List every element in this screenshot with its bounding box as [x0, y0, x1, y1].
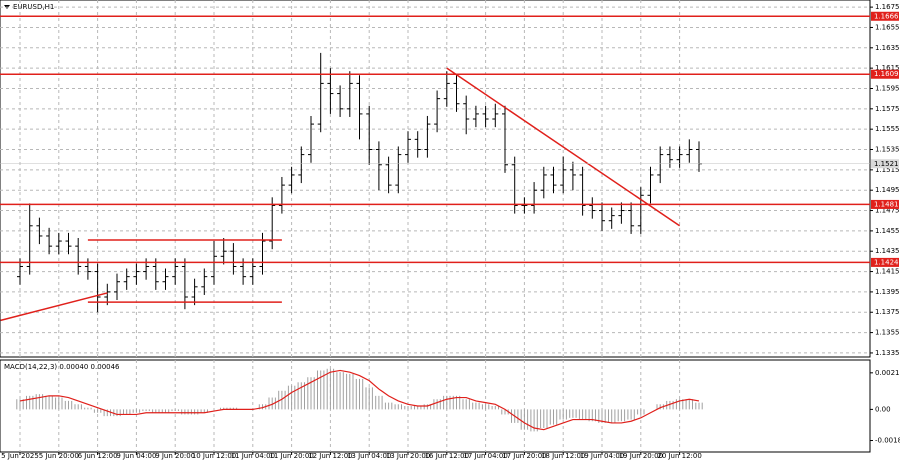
trend-line — [0, 292, 108, 322]
y-tick-label: 1.1415 — [875, 268, 900, 276]
level-label: 1.1424 — [874, 258, 899, 266]
level-tag — [871, 11, 899, 21]
y-tick-label: 1.1435 — [875, 247, 900, 255]
chart-title: EURUSD,H1 — [13, 3, 54, 11]
y-tick-label: 0.00216 — [875, 369, 900, 377]
level-label: 1.1609 — [874, 70, 899, 78]
x-tick-label: 19 Jun 04:00 — [580, 452, 624, 460]
x-tick-label: 5 Jun 2025 — [1, 452, 39, 460]
y-tick-label: 1.1575 — [875, 105, 900, 113]
level-label: 1.1666 — [874, 12, 899, 20]
y-tick-label: 1.1375 — [875, 308, 900, 316]
x-tick-label: 17 Jun 20:00 — [502, 452, 546, 460]
y-tick-label: 1.1615 — [875, 64, 900, 72]
signal-line — [19, 369, 700, 431]
x-tick-label: 12 Jun 12:00 — [308, 452, 352, 460]
current-price-label: 1.1521 — [874, 160, 899, 168]
y-tick-label: 1.1555 — [875, 125, 900, 133]
trend-line — [446, 67, 681, 227]
level-tag — [871, 199, 899, 209]
level-label: 1.1481 — [874, 200, 899, 208]
y-tick-label: 1.1675 — [875, 3, 900, 11]
x-tick-label: 11 Jun 20:00 — [269, 452, 313, 460]
x-tick-label: 6 Jun 12:00 — [78, 452, 118, 460]
y-tick-label: 1.1455 — [875, 227, 900, 235]
x-tick-label: 17 Jun 04:00 — [463, 452, 507, 460]
y-tick-label: -0.00184 — [875, 437, 900, 445]
y-tick-label: 1.1475 — [875, 207, 900, 215]
macd-panel — [0, 359, 871, 453]
y-tick-label: 1.1655 — [875, 23, 900, 31]
x-tick-label: 11 Jun 04:00 — [231, 452, 275, 460]
current-price-tag — [871, 159, 899, 169]
x-tick-label: 9 Jun 04:00 — [116, 452, 156, 460]
x-tick-label: 13 Jun 20:00 — [386, 452, 430, 460]
level-tag — [871, 69, 899, 79]
y-tick-label: 1.1535 — [875, 146, 900, 154]
y-tick-label: 1.1395 — [875, 288, 900, 296]
x-tick-label: 5 Jun 20:00 — [39, 452, 79, 460]
y-tick-label: 1.1495 — [875, 186, 900, 194]
x-tick-label: 18 Jun 12:00 — [541, 452, 585, 460]
macd-title: MACD(14,22,3) 0.00040 0.00046 — [4, 363, 120, 371]
x-tick-label: 10 Jun 12:00 — [192, 452, 236, 460]
y-tick-label: 1.1595 — [875, 84, 900, 92]
x-tick-label: 9 Jun 20:00 — [155, 452, 195, 460]
y-tick-label: 0.00 — [875, 405, 891, 413]
y-tick-label: 1.1515 — [875, 166, 900, 174]
x-tick-label: 13 Jun 04:00 — [347, 452, 391, 460]
x-tick-label: 16 Jun 12:00 — [425, 452, 469, 460]
level-tag — [871, 257, 899, 267]
x-tick-label: 19 Jun 20:00 — [619, 452, 663, 460]
y-tick-label: 1.1635 — [875, 44, 900, 52]
price-panel — [0, 0, 871, 358]
x-tick-label: 20 Jun 12:00 — [657, 452, 701, 460]
y-tick-label: 1.1335 — [875, 349, 900, 357]
y-tick-label: 1.1355 — [875, 329, 900, 337]
